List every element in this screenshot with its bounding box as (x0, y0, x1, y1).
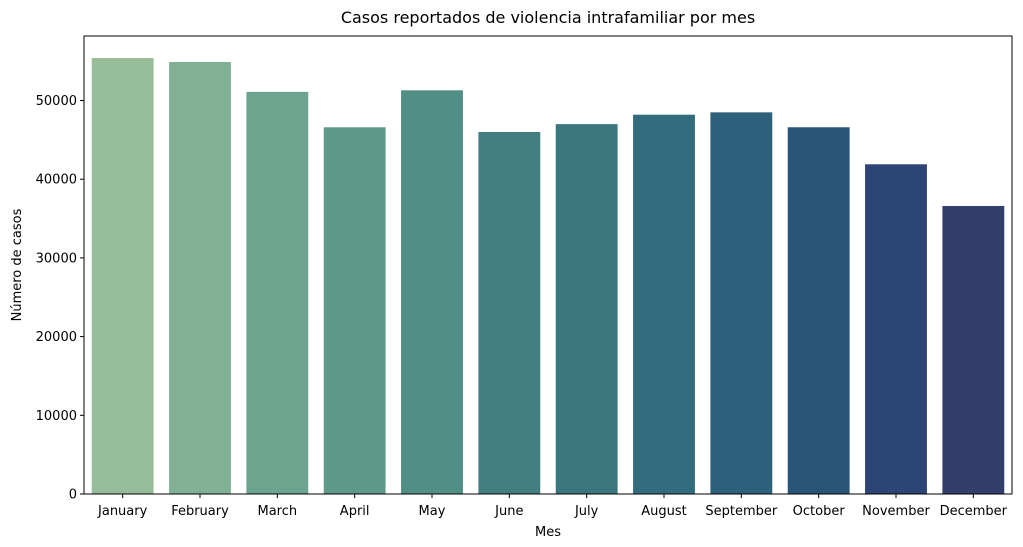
bars-group (91, 58, 1005, 495)
x-tick-label: November (862, 504, 930, 519)
x-tick-label: April (340, 504, 370, 519)
bar-september (710, 112, 773, 494)
bar-july (555, 124, 618, 495)
y-tick-label: 20000 (36, 330, 77, 345)
bar-october (787, 127, 850, 495)
bar-march (246, 91, 309, 494)
bar-february (169, 61, 231, 495)
y-tick-label: 50000 (36, 94, 77, 109)
bar-june (478, 132, 541, 494)
x-tick-label: January (97, 504, 148, 519)
bar-november (865, 164, 927, 494)
x-tick-label: September (705, 504, 778, 519)
bar-december (942, 205, 1005, 495)
y-axis-ticks: 0 10000 20000 30000 40000 50000 (36, 94, 84, 503)
x-tick-label: February (171, 504, 229, 519)
bar-august (633, 114, 695, 495)
x-axis-title: Mes (535, 525, 561, 540)
x-tick-label: June (494, 504, 523, 519)
x-tick-label: July (574, 504, 599, 519)
x-tick-label: March (258, 504, 298, 519)
x-tick-label: October (793, 504, 846, 519)
chart-title: Casos reportados de violencia intrafamil… (341, 8, 755, 27)
y-tick-label: 40000 (36, 173, 77, 188)
x-axis-ticks: January February March April May June July Augu… (97, 494, 1008, 519)
x-tick-label: May (419, 504, 446, 519)
x-tick-label: December (940, 504, 1008, 519)
plot-frame (83, 35, 1013, 495)
bar-january (91, 58, 154, 494)
y-tick-label: 0 (69, 488, 77, 503)
bar-april (323, 127, 386, 495)
y-axis-title: Número de casos (10, 208, 25, 321)
bar-may (401, 90, 463, 495)
x-tick-label: August (641, 504, 687, 519)
y-tick-label: 30000 (36, 251, 77, 266)
y-tick-label: 10000 (36, 409, 77, 424)
